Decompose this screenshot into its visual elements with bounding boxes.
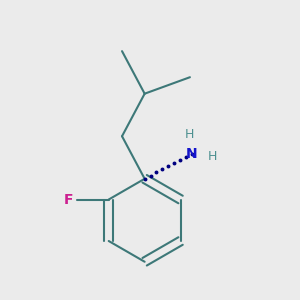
- Text: F: F: [64, 193, 73, 206]
- Text: N: N: [186, 147, 198, 160]
- Text: H: H: [184, 128, 194, 141]
- Text: H: H: [207, 150, 217, 163]
